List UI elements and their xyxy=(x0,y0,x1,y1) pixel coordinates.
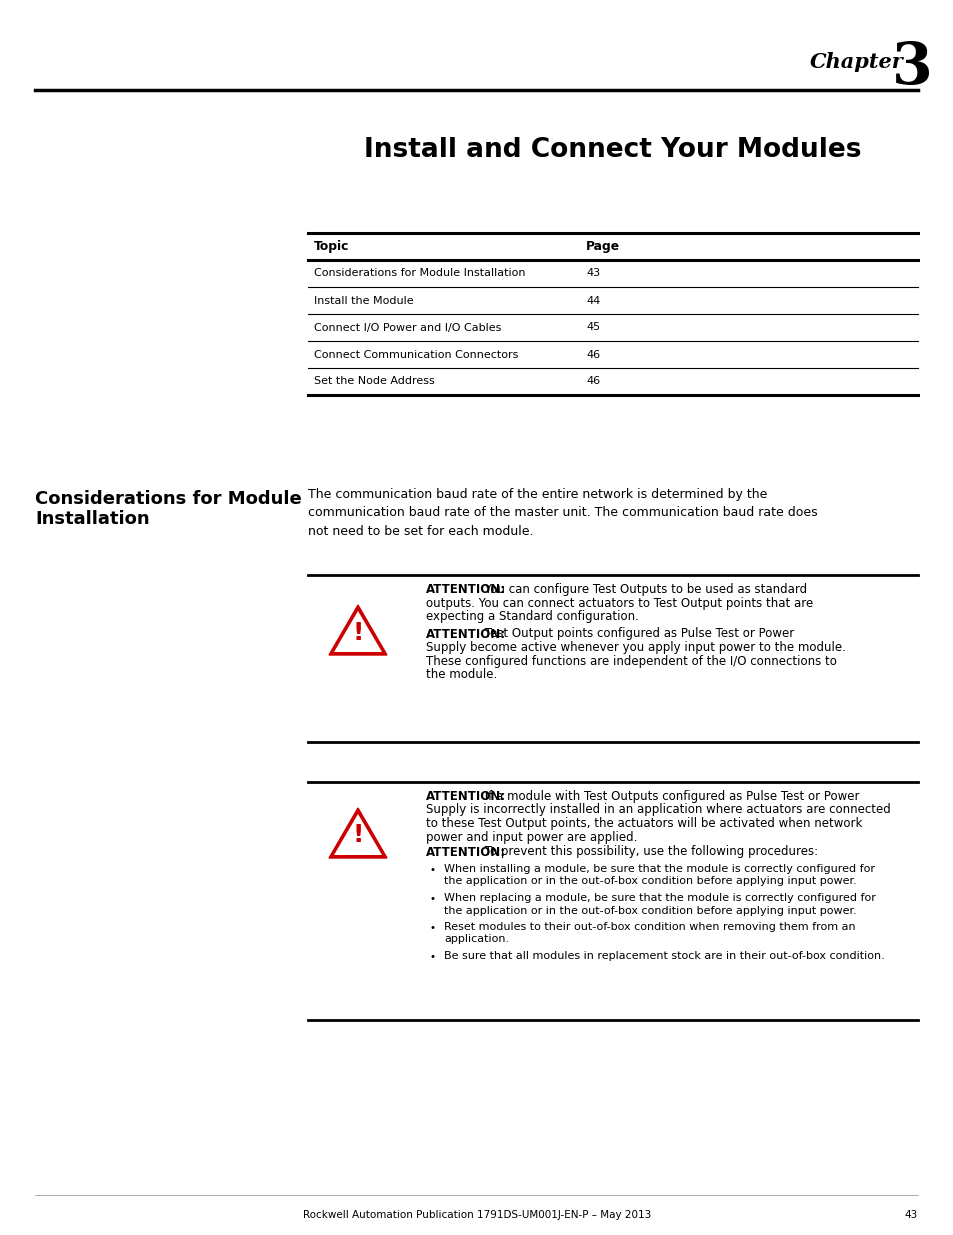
Text: Page: Page xyxy=(585,240,619,253)
Text: Set the Node Address: Set the Node Address xyxy=(314,377,435,387)
Polygon shape xyxy=(334,611,381,652)
Text: Install and Connect Your Modules: Install and Connect Your Modules xyxy=(364,137,861,163)
Text: ATTENTION:: ATTENTION: xyxy=(426,790,506,803)
Text: the application or in the out-of-box condition before applying input power.: the application or in the out-of-box con… xyxy=(443,877,856,887)
Text: !: ! xyxy=(352,824,363,847)
Text: Be sure that all modules in replacement stock are in their out-of-box condition.: Be sure that all modules in replacement … xyxy=(443,951,883,961)
Text: If a module with Test Outputs configured as Pulse Test or Power: If a module with Test Outputs configured… xyxy=(480,790,859,803)
Text: Reset modules to their out-of-box condition when removing them from an: Reset modules to their out-of-box condit… xyxy=(443,923,855,932)
Text: Install the Module: Install the Module xyxy=(314,295,414,305)
Text: •: • xyxy=(430,923,436,932)
Text: Topic: Topic xyxy=(314,240,349,253)
Text: expecting a Standard configuration.: expecting a Standard configuration. xyxy=(426,610,639,622)
Text: Connect I/O Power and I/O Cables: Connect I/O Power and I/O Cables xyxy=(314,322,501,332)
Text: •: • xyxy=(430,952,436,962)
Text: Rockwell Automation Publication 1791DS-UM001J-EN-P – May 2013: Rockwell Automation Publication 1791DS-U… xyxy=(302,1210,651,1220)
Text: Installation: Installation xyxy=(35,510,150,529)
Text: the application or in the out-of-box condition before applying input power.: the application or in the out-of-box con… xyxy=(443,905,856,915)
Text: •: • xyxy=(430,894,436,904)
Text: 3: 3 xyxy=(891,40,932,96)
Text: 46: 46 xyxy=(585,377,599,387)
Text: These configured functions are independent of the I/O connections to: These configured functions are independe… xyxy=(426,655,836,667)
Polygon shape xyxy=(334,814,381,855)
Text: 46: 46 xyxy=(585,350,599,359)
Text: power and input power are applied.: power and input power are applied. xyxy=(426,830,637,844)
Polygon shape xyxy=(329,605,387,655)
Text: outputs. You can connect actuators to Test Output points that are: outputs. You can connect actuators to Te… xyxy=(426,597,812,610)
Text: The communication baud rate of the entire network is determined by the
communica: The communication baud rate of the entir… xyxy=(308,488,817,538)
Text: You can configure Test Outputs to be used as standard: You can configure Test Outputs to be use… xyxy=(480,583,806,597)
Text: !: ! xyxy=(352,620,363,645)
Text: Supply become active whenever you apply input power to the module.: Supply become active whenever you apply … xyxy=(426,641,845,655)
Text: 45: 45 xyxy=(585,322,599,332)
Text: to these Test Output points, the actuators will be activated when network: to these Test Output points, the actuato… xyxy=(426,818,862,830)
Text: Chapter: Chapter xyxy=(809,52,902,72)
Text: Connect Communication Connectors: Connect Communication Connectors xyxy=(314,350,517,359)
Text: application.: application. xyxy=(443,935,509,945)
Text: 43: 43 xyxy=(585,268,599,279)
Text: ATTENTION:: ATTENTION: xyxy=(426,846,506,858)
Text: Considerations for Module: Considerations for Module xyxy=(35,490,301,508)
Text: •: • xyxy=(430,864,436,876)
Text: 44: 44 xyxy=(585,295,599,305)
Text: the module.: the module. xyxy=(426,668,497,680)
Text: ATTENTION:: ATTENTION: xyxy=(426,627,506,641)
Text: Considerations for Module Installation: Considerations for Module Installation xyxy=(314,268,525,279)
Text: Test Output points configured as Pulse Test or Power: Test Output points configured as Pulse T… xyxy=(480,627,794,641)
Text: To prevent this possibility, use the following procedures:: To prevent this possibility, use the fol… xyxy=(480,846,818,858)
Text: 43: 43 xyxy=(903,1210,917,1220)
Text: When installing a module, be sure that the module is correctly configured for: When installing a module, be sure that t… xyxy=(443,864,874,874)
Text: Supply is incorrectly installed in an application where actuators are connected: Supply is incorrectly installed in an ap… xyxy=(426,804,890,816)
Polygon shape xyxy=(329,808,387,858)
Text: ATTENTION:: ATTENTION: xyxy=(426,583,506,597)
Text: When replacing a module, be sure that the module is correctly configured for: When replacing a module, be sure that th… xyxy=(443,893,875,903)
